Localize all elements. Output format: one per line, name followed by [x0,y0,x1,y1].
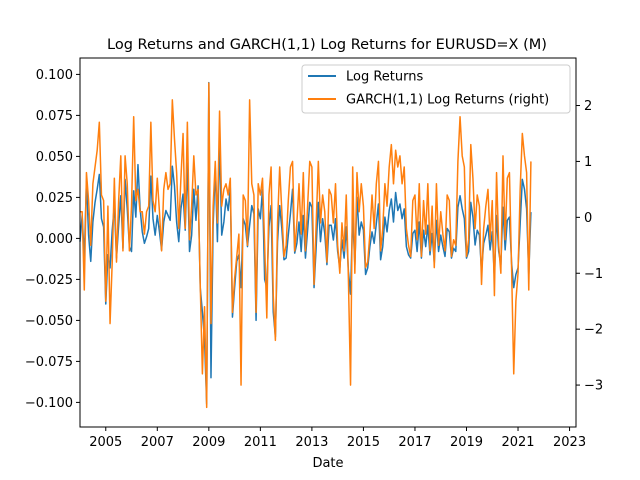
series-line-garch [80,82,532,409]
legend-label-log-returns: Log Returns [346,70,423,85]
x-axis-label: Date [312,456,343,471]
y-left-tick-label: 0.000 [36,232,73,247]
plot-area [79,81,532,409]
y-axis-right: 2 1 0 −1 −2 −3 [576,99,603,394]
y-right-tick-label: −1 [584,267,603,282]
legend-label-garch: GARCH(1,1) Log Returns (right) [346,93,549,108]
y-left-tick-label: 0.050 [36,150,73,165]
y-left-tick-label: −0.050 [25,314,73,329]
y-left-tick-label: 0.100 [36,68,73,83]
plot-frame [79,57,577,428]
y-right-tick-label: 2 [584,99,592,114]
y-axis-left: 0.100 0.075 0.050 0.025 0.000 −0.025 −0.050 −0.… [25,68,80,411]
x-tick-label: 2009 [192,435,225,450]
y-left-tick-label: 0.075 [36,109,73,124]
y-right-tick-label: 0 [584,211,592,226]
legend-box [301,64,571,114]
y-left-tick-label: −0.100 [25,396,73,411]
y-right-tick-label: 1 [584,155,592,170]
series-line-log-returns [79,81,532,405]
x-axis: 2005 2007 2009 2011 2013 2015 2017 2019 2021 2023 [89,427,586,450]
legend: Log Returns GARCH(1,1) Log Returns (righ… [301,64,571,114]
x-tick-label: 2023 [553,435,586,450]
y-right-tick-label: −3 [584,379,603,394]
x-tick-label: 2011 [244,435,277,450]
x-tick-label: 2019 [450,435,483,450]
x-tick-label: 2007 [141,435,174,450]
chart-title: Log Returns and GARCH(1,1) Log Returns f… [107,37,547,53]
x-tick-label: 2013 [295,435,328,450]
x-tick-label: 2015 [347,435,380,450]
x-tick-label: 2021 [501,435,534,450]
y-left-tick-label: −0.025 [25,273,73,288]
x-tick-label: 2017 [398,435,431,450]
y-left-tick-label: 0.025 [36,191,73,206]
y-right-tick-label: −2 [584,323,603,338]
x-tick-label: 2005 [89,435,122,450]
y-left-tick-label: −0.075 [25,355,73,370]
